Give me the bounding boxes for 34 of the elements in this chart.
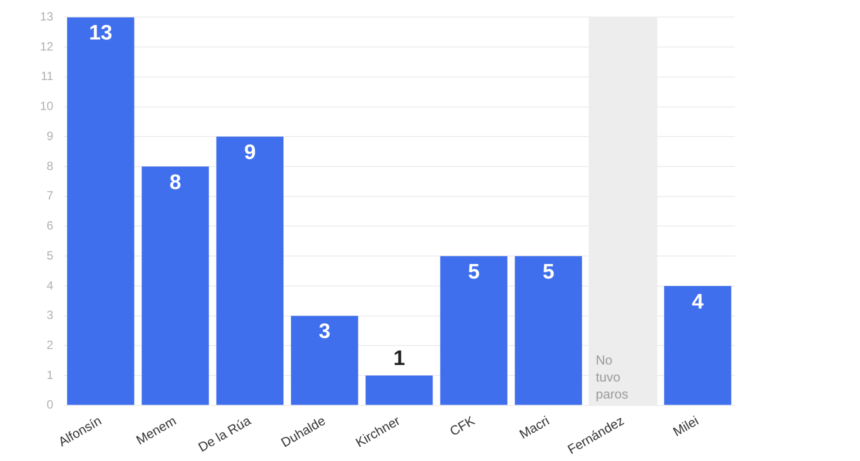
y-tick-label: 12	[40, 39, 54, 54]
data-label: 4	[692, 290, 704, 314]
y-tick-label: 10	[40, 99, 54, 114]
data-label: 3	[318, 320, 330, 344]
bar	[440, 256, 508, 405]
y-tick-label: 2	[46, 338, 54, 352]
y-tick-label: 13	[40, 10, 54, 24]
y-tick-label: 6	[46, 218, 54, 233]
x-tick-label: De la Rúa	[196, 412, 254, 455]
bar	[67, 17, 134, 405]
data-label: 5	[468, 260, 480, 284]
data-label: 9	[244, 140, 256, 164]
y-tick-label: 0	[46, 398, 54, 412]
y-tick-label: 7	[46, 188, 54, 203]
y-tick-label: 1	[46, 368, 54, 382]
y-tick-label: 3	[46, 308, 54, 322]
y-tick-label: 8	[46, 158, 54, 173]
bar	[664, 286, 732, 405]
x-tick-label: Milei	[670, 412, 702, 440]
y-tick-label: 4	[46, 278, 54, 292]
bar	[290, 316, 358, 405]
data-label: 8	[169, 170, 182, 194]
x-tick-label: CFK	[447, 412, 478, 439]
y-tick-label: 11	[40, 69, 54, 84]
data-label: 1	[393, 346, 406, 370]
data-label: 13	[88, 21, 112, 44]
y-tick-label: 9	[46, 128, 54, 143]
bar	[216, 136, 284, 405]
y-tick-label: 5	[46, 248, 54, 262]
data-label: 5	[542, 260, 555, 284]
band-label: No tuvo paros	[596, 352, 629, 402]
bar	[514, 256, 582, 405]
bar	[142, 166, 209, 405]
bar	[366, 376, 433, 405]
